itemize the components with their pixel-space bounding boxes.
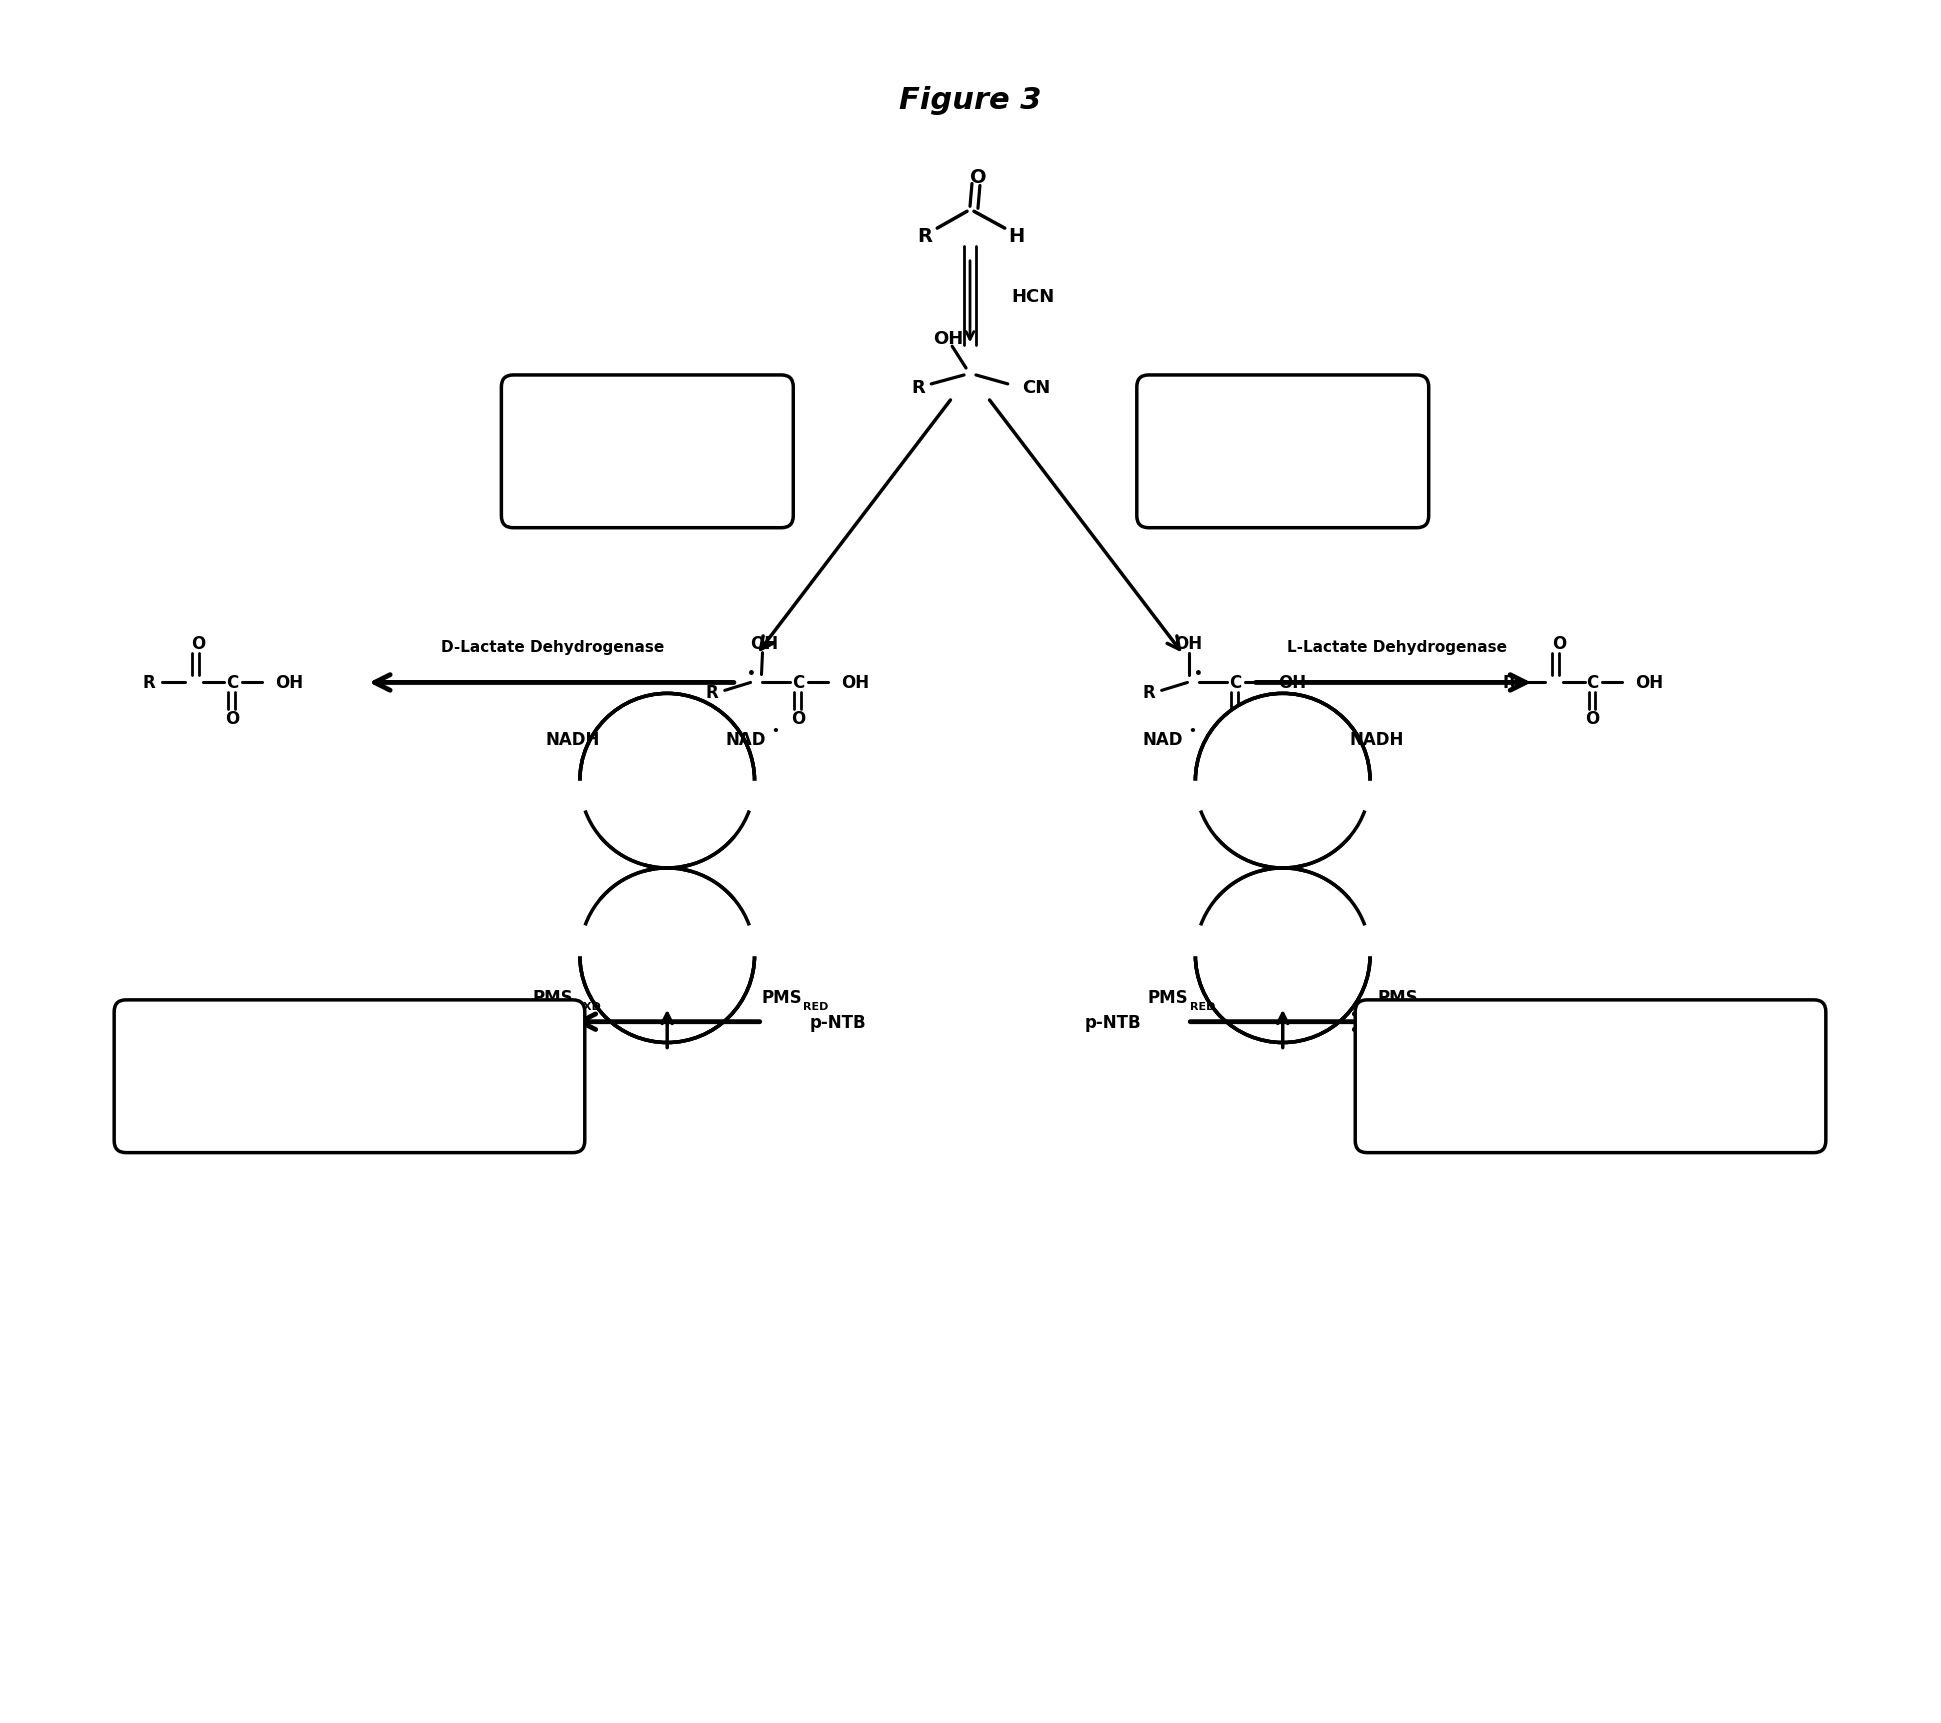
Text: OXD: OXD [1419, 1001, 1446, 1011]
Text: •: • [1194, 667, 1203, 681]
Text: λ: λ [1524, 1094, 1535, 1113]
Text: O: O [1551, 634, 1566, 653]
Text: PMS: PMS [761, 989, 802, 1006]
Text: PMS: PMS [532, 989, 573, 1006]
Text: p-Nitro-Blue formazan: p-Nitro-Blue formazan [237, 1044, 462, 1063]
Text: OH: OH [1277, 674, 1306, 693]
Text: nitrilase: nitrilase [606, 472, 689, 491]
Text: NAD: NAD [726, 731, 767, 748]
Text: OH: OH [840, 674, 870, 693]
Text: OXD: OXD [575, 1001, 602, 1011]
Text: Figure 3: Figure 3 [899, 86, 1040, 115]
Text: RED: RED [804, 1001, 829, 1011]
Circle shape [1196, 694, 1370, 868]
Text: •: • [747, 667, 755, 681]
Text: OH: OH [751, 634, 778, 653]
Bar [1190, 868, 1374, 918]
Text: p-Nitro-Blue formazan: p-Nitro-Blue formazan [1479, 1044, 1702, 1063]
Text: R: R [916, 226, 932, 245]
Text: OH: OH [276, 674, 303, 693]
Text: L-selective: L-selective [1229, 420, 1337, 439]
Text: •: • [771, 724, 778, 737]
FancyBboxPatch shape [501, 376, 794, 529]
Text: C: C [1229, 674, 1240, 693]
Text: λ: λ [283, 1094, 295, 1113]
Bar [575, 781, 759, 956]
Text: C: C [792, 674, 804, 693]
Circle shape [580, 694, 755, 868]
FancyBboxPatch shape [1137, 376, 1429, 529]
Text: PMS: PMS [1376, 989, 1417, 1006]
Text: CN: CN [1021, 379, 1050, 396]
Bar [1190, 781, 1374, 956]
Text: O: O [1229, 710, 1242, 727]
Text: HCN: HCN [1011, 288, 1056, 305]
Text: R: R [912, 379, 926, 396]
Text: PMS: PMS [1147, 989, 1188, 1006]
Text: O: O [1586, 710, 1599, 727]
Text: p-NTB: p-NTB [1085, 1013, 1141, 1030]
Text: R: R [1143, 684, 1155, 701]
Text: •: • [1188, 724, 1196, 737]
FancyBboxPatch shape [115, 1001, 584, 1153]
Text: D-Lactate Dehydrogenase: D-Lactate Dehydrogenase [441, 639, 664, 655]
Text: O: O [970, 167, 986, 188]
Text: C: C [1586, 674, 1599, 693]
Bar [1271, 851, 1295, 886]
Bar [580, 853, 755, 884]
Text: OH: OH [934, 331, 963, 348]
Text: RED: RED [1190, 1001, 1215, 1011]
FancyBboxPatch shape [1355, 1001, 1826, 1153]
Text: D-selective: D-selective [590, 420, 705, 439]
Text: O: O [792, 710, 806, 727]
Text: 560 nm: 560 nm [1570, 1094, 1646, 1113]
Text: NADH: NADH [545, 731, 600, 748]
Text: R: R [705, 684, 718, 701]
Text: max: max [297, 1108, 322, 1118]
Text: max: max [1537, 1108, 1564, 1118]
Bar [1190, 818, 1374, 868]
Text: R: R [142, 674, 155, 693]
Text: H: H [1009, 226, 1025, 245]
Circle shape [1196, 868, 1370, 1042]
Bar [575, 818, 759, 868]
Bar [656, 851, 679, 886]
Text: OH: OH [1174, 634, 1203, 653]
Text: NADH: NADH [1349, 731, 1403, 748]
Bar [575, 868, 759, 918]
Text: nitrilase: nitrilase [1240, 472, 1324, 491]
Text: NAD: NAD [1143, 731, 1184, 748]
Text: O: O [225, 710, 239, 727]
Bar [1196, 853, 1370, 884]
Text: C: C [227, 674, 239, 693]
Text: L-Lactate Dehydrogenase: L-Lactate Dehydrogenase [1287, 639, 1506, 655]
Text: O: O [192, 634, 206, 653]
Text: OH: OH [1634, 674, 1663, 693]
Circle shape [580, 868, 755, 1042]
Text: 560 nm: 560 nm [330, 1094, 406, 1113]
Text: p-NTB: p-NTB [809, 1013, 866, 1030]
Text: R: R [1502, 674, 1516, 693]
